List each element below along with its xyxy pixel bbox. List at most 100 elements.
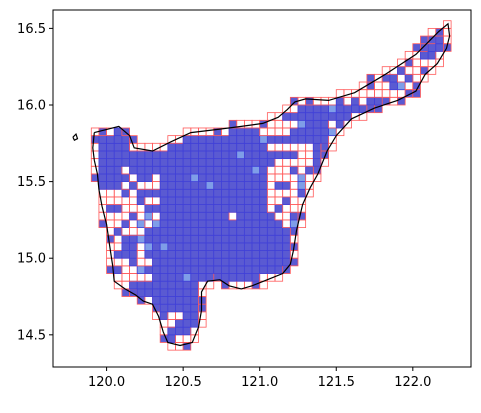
- grid-cell: [198, 250, 207, 259]
- grid-cell: [106, 204, 115, 213]
- grid-cell: [259, 181, 268, 190]
- grid-cell: [389, 81, 398, 91]
- grid-cell: [274, 242, 284, 251]
- plot-frame: [52, 9, 472, 368]
- y-axis: 14.5 15.0 15.5 16.0 16.5: [17, 22, 53, 343]
- grid-cell: [136, 234, 146, 244]
- grid-cell: [228, 135, 238, 144]
- grid-cell: [274, 265, 284, 274]
- grid-cell: [236, 273, 245, 282]
- grid-cell: [113, 135, 123, 144]
- grid-cell: [221, 257, 230, 267]
- grid-cell: [297, 104, 307, 114]
- grid-cell: [213, 211, 222, 221]
- grid-cell: [167, 219, 176, 228]
- grid-cell: [236, 227, 245, 236]
- grid-cell: [98, 173, 107, 183]
- grid-cell: [305, 127, 314, 137]
- grid-cell: [144, 265, 153, 274]
- grid-cell: [182, 150, 192, 160]
- grid-cell: [198, 265, 207, 274]
- grid-cell: [167, 173, 176, 183]
- y-tick-label: 16.5: [17, 22, 46, 37]
- grid-cell: [221, 188, 230, 198]
- region-boundary: [72, 22, 451, 347]
- grid-cell: [144, 280, 153, 290]
- grid-cell: [190, 242, 199, 251]
- grid-cell: [228, 250, 238, 259]
- grid-cell: [167, 257, 176, 267]
- grid-cell: [427, 43, 437, 52]
- grid-cell: [190, 165, 199, 175]
- grid-cell: [175, 303, 184, 313]
- grid-cell: [228, 234, 238, 244]
- grid-cell: [243, 273, 253, 282]
- grid-cell: [159, 303, 169, 313]
- grid-cell: [213, 257, 222, 267]
- grid-cell: [182, 319, 192, 328]
- grid-cell: [243, 250, 253, 259]
- grid-cell: [175, 326, 184, 336]
- grid-cell: [243, 181, 253, 190]
- grid-cell: [213, 234, 222, 244]
- grid-cell: [144, 227, 153, 236]
- grid-cell: [213, 196, 222, 205]
- grid-cell: [106, 165, 115, 175]
- grid-cell: [312, 135, 322, 144]
- grid-cell: [228, 242, 238, 251]
- grid-cell: [282, 234, 291, 244]
- grid-cell: [251, 227, 261, 236]
- grid-cell: [190, 150, 199, 160]
- grid-cell: [121, 188, 130, 198]
- grid-cell: [351, 104, 360, 114]
- grid-cell: [335, 112, 345, 121]
- grid-cell: [90, 135, 100, 144]
- grid-cell: [259, 250, 268, 259]
- grid-cell: [236, 181, 245, 190]
- grid-cell: [251, 250, 261, 259]
- grid-cell: [259, 227, 268, 236]
- grid-cell: [259, 173, 268, 183]
- grid-cell: [305, 135, 314, 144]
- grid-cell: [198, 188, 207, 198]
- grid-cell: [182, 242, 192, 251]
- grid-cell: [159, 211, 169, 221]
- grid-cell: [167, 181, 176, 190]
- grid-cell: [251, 127, 261, 137]
- grid-cell: [182, 142, 192, 152]
- grid-cell: [228, 204, 238, 213]
- grid-cell: [159, 280, 169, 290]
- grid-cell: [152, 150, 161, 160]
- grid-cell: [113, 158, 123, 167]
- grid-cell: [205, 188, 215, 198]
- grid-cell: [320, 127, 330, 137]
- grid-cell: [435, 27, 444, 37]
- grid-cell: [198, 227, 207, 236]
- grid-cell: [274, 135, 284, 144]
- grid-cell: [228, 257, 238, 267]
- grid-cell: [221, 181, 230, 190]
- grid-cell: [205, 158, 215, 167]
- grid-cell: [121, 219, 130, 228]
- grid-cell: [144, 150, 153, 160]
- grid-cell: [243, 219, 253, 228]
- x-tick-label: 120.0: [88, 375, 125, 390]
- grid-cell: [198, 135, 207, 144]
- grid-cell: [259, 265, 268, 274]
- grid-cell: [167, 211, 176, 221]
- grid-cell: [205, 211, 215, 221]
- grid-cell: [152, 234, 161, 244]
- grid-cell: [198, 219, 207, 228]
- grid-cell: [129, 158, 138, 167]
- grid-cell: [121, 150, 130, 160]
- grid-cell: [167, 188, 176, 198]
- grid-cell: [228, 196, 238, 205]
- grid-cell: [190, 319, 199, 328]
- grid-cell: [221, 135, 230, 144]
- grid-cell: [159, 188, 169, 198]
- grid-cell: [213, 173, 222, 183]
- grid-cell: [320, 104, 330, 114]
- grid-cell: [136, 150, 146, 160]
- grid-cell: [182, 311, 192, 320]
- grid-cell: [213, 265, 222, 274]
